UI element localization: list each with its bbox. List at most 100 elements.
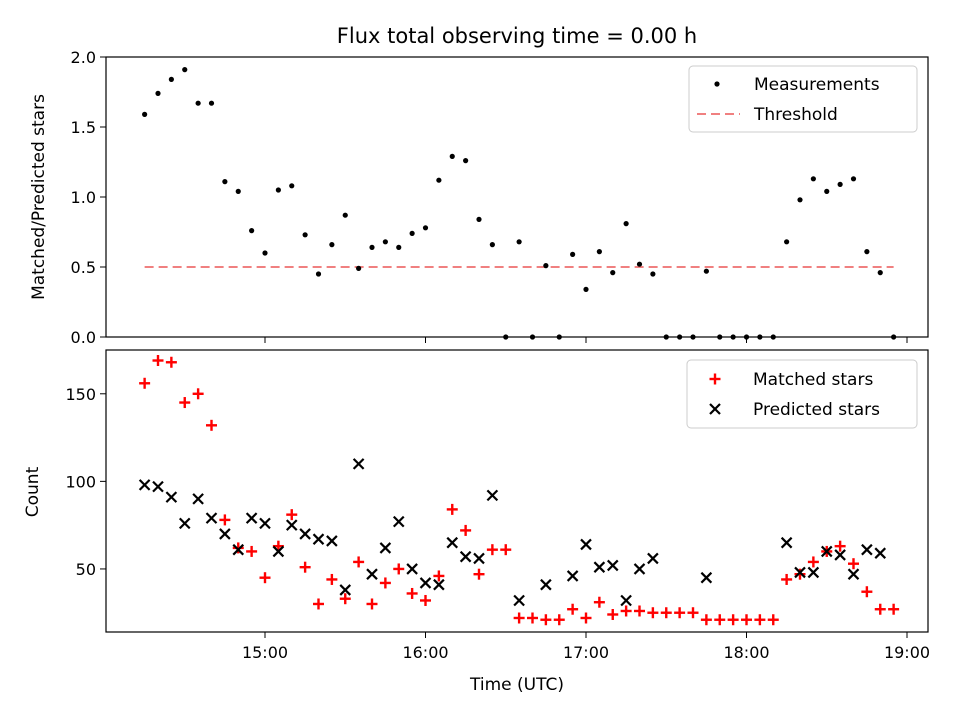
matched-point [593,596,605,608]
legend-x-glyph [709,403,721,415]
measurement-point [850,176,857,182]
matched-point [754,614,766,626]
matched-point [620,605,632,617]
matched-point [834,540,846,552]
measurement-point [182,67,188,73]
matched-point [313,598,324,610]
measurement-point [636,261,643,267]
predicted-point [780,536,793,549]
ratio-ytick-label: 0.5 [71,258,96,277]
measurement-point [810,176,816,182]
matched-point [700,614,712,626]
predicted-point [794,566,806,579]
matched-point [727,614,739,626]
predicted-point [647,552,659,565]
matched-point [513,612,525,624]
matched-point [206,419,217,431]
measurement-point [382,239,388,245]
matched-point [165,356,177,368]
matched-point [246,545,258,557]
legend-predicted-marker [709,403,721,415]
matched-point [446,503,458,515]
matched-point [339,593,351,605]
matched-point [874,603,886,615]
measurement-point [342,212,348,218]
matched-point [687,607,699,619]
count-panel-frame [105,349,929,633]
measurement-point [329,242,335,248]
predicted-point [299,528,311,540]
predicted-point [205,512,218,524]
measurement-point [610,270,616,276]
predicted-point [540,578,552,591]
matched-point [192,388,204,400]
count-xtick-label: 17:00 [563,643,609,662]
predicted-point [259,517,271,530]
measurement-point [543,263,549,269]
predicted-point [473,552,485,565]
predicted-point [807,566,820,579]
predicted-point [272,545,285,558]
predicted-point [165,491,178,503]
measurement-point [570,251,576,257]
predicted-point [419,577,432,589]
matched-point [781,573,793,585]
matched-point [393,563,405,575]
predicted-point [232,543,245,556]
measurement-point [784,239,790,245]
matched-point [767,614,779,626]
matched-point [366,598,378,610]
predicted-point [847,568,860,580]
matched-point [286,509,298,521]
matched-point [567,603,579,615]
measurement-point [516,239,522,245]
matched-point [674,607,686,619]
matched-point [299,561,311,573]
legend-predicted-label: Predicted stars [753,400,880,420]
matched-point [232,542,244,554]
matched-point [660,607,672,619]
ratio-ytick-label: 1.0 [71,188,96,207]
legend-threshold-label: Threshold [753,105,838,125]
measurement-point [436,177,442,183]
measurement-point [249,228,255,234]
count-xtick-label: 19:00 [884,643,930,662]
predicted-point [219,528,231,540]
predicted-point [606,559,619,572]
count-y-axis-label: Count [23,466,43,517]
measurement-point [369,244,375,250]
measurement-point [797,197,803,203]
measurement-point [155,90,161,96]
predicted-point [152,480,164,493]
measurement-point [824,188,830,194]
legend-measurements-label: Measurements [754,75,880,95]
matched-point [406,587,418,599]
predicted-point [446,536,459,549]
measurement-point [864,249,870,255]
predicted-point [366,568,378,580]
ratio-legend: Measurements Threshold [688,65,918,133]
measurement-point [596,249,602,255]
matched-point [634,605,645,617]
count-xtick-label: 18:00 [723,643,769,662]
predicted-point [312,533,325,545]
predicted-point [861,543,873,556]
ratio-ytick-label: 2.0 [71,48,96,67]
predicted-point [138,479,151,491]
matched-point [219,514,231,526]
count-xtick-label: 16:00 [402,643,448,662]
measurement-point [195,100,201,106]
predicted-point [700,571,713,584]
matched-point [500,544,512,556]
measurement-point [463,158,469,164]
ratio-ytick-label: 0.0 [71,328,96,347]
measurement-point [623,221,629,227]
ratio-ytick-label: 1.5 [71,118,96,137]
matched-point [473,568,485,580]
predicted-point [513,594,525,607]
matched-point [353,556,365,568]
matched-point [420,594,431,606]
matched-point [540,614,552,626]
matched-point [607,608,619,620]
